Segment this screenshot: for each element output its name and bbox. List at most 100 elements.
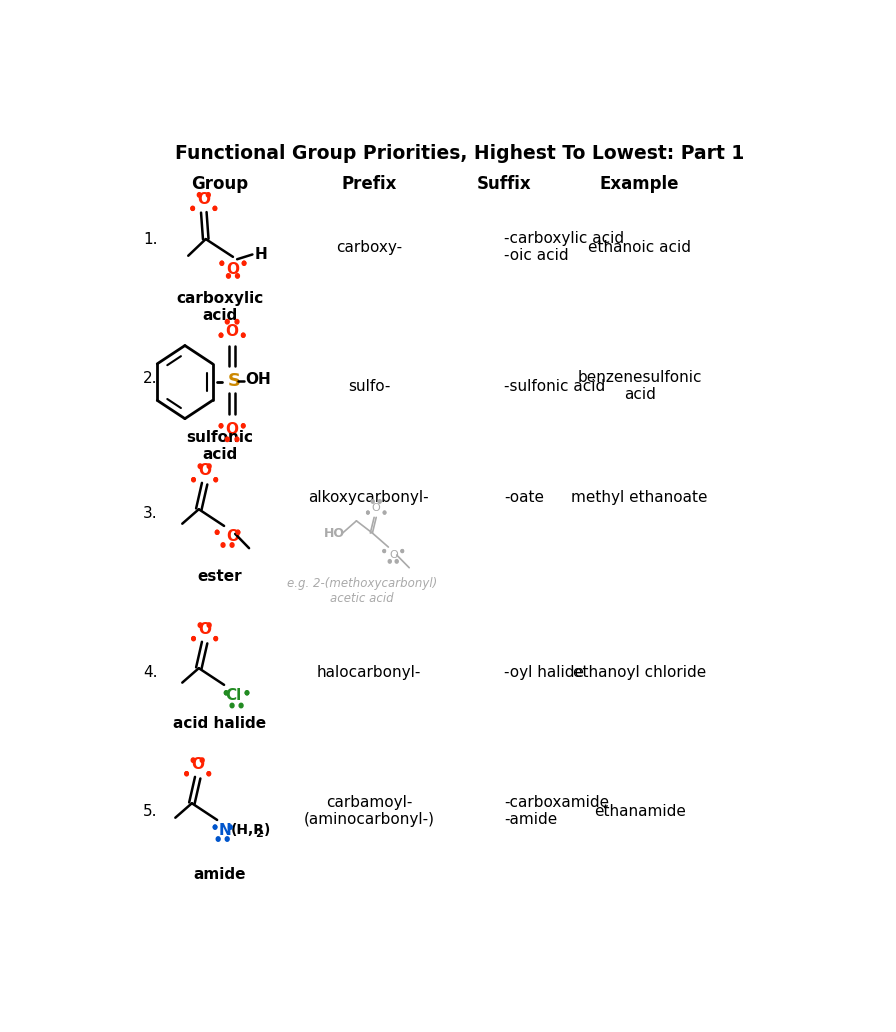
Circle shape (213, 206, 217, 211)
Text: O: O (226, 324, 238, 340)
Circle shape (246, 690, 249, 695)
Circle shape (220, 424, 223, 428)
Text: ethanoyl chloride: ethanoyl chloride (573, 665, 706, 680)
Circle shape (235, 320, 239, 324)
Text: -oate: -oate (504, 490, 545, 505)
Text: O: O (372, 503, 381, 513)
Circle shape (207, 623, 211, 627)
Text: 2.: 2. (143, 370, 158, 386)
Text: O: O (226, 422, 238, 437)
Text: O: O (390, 550, 399, 560)
Text: 3.: 3. (143, 506, 158, 521)
Text: 5.: 5. (143, 804, 158, 818)
Circle shape (215, 530, 219, 535)
Text: carboxy-: carboxy- (336, 239, 402, 255)
Circle shape (237, 530, 240, 535)
Circle shape (388, 559, 392, 563)
Circle shape (395, 559, 398, 563)
Circle shape (220, 261, 224, 265)
Circle shape (378, 499, 381, 504)
Circle shape (220, 261, 224, 265)
Text: O: O (198, 463, 211, 478)
Circle shape (224, 690, 228, 695)
Circle shape (230, 543, 234, 547)
Circle shape (206, 193, 211, 197)
Text: N: N (219, 824, 231, 838)
Text: ethanamide: ethanamide (594, 804, 685, 818)
Text: Cl: Cl (226, 688, 242, 703)
Circle shape (214, 637, 218, 641)
Circle shape (192, 637, 195, 641)
Circle shape (242, 261, 246, 265)
Circle shape (228, 826, 232, 829)
Circle shape (401, 550, 403, 552)
Circle shape (225, 438, 229, 442)
Circle shape (383, 511, 386, 514)
Circle shape (207, 464, 211, 469)
Circle shape (242, 424, 245, 428)
Circle shape (220, 333, 223, 337)
Text: S: S (228, 372, 241, 389)
Text: Example: Example (600, 175, 679, 193)
Circle shape (239, 703, 243, 708)
Circle shape (191, 206, 194, 211)
Circle shape (213, 826, 217, 829)
Text: alkoxycarbonyl-: alkoxycarbonyl- (308, 490, 429, 505)
Circle shape (213, 206, 217, 211)
Text: Functional Group Priorities, Highest To Lowest: Part 1: Functional Group Priorities, Highest To … (175, 143, 744, 163)
Text: methyl ethanoate: methyl ethanoate (572, 490, 708, 505)
Text: halocarbonyl-: halocarbonyl- (317, 665, 421, 680)
Circle shape (214, 478, 218, 482)
Circle shape (366, 511, 369, 514)
Circle shape (366, 511, 369, 514)
Circle shape (220, 424, 223, 428)
Circle shape (213, 826, 217, 829)
Circle shape (214, 637, 218, 641)
Circle shape (227, 273, 230, 279)
Text: OH: OH (246, 373, 271, 387)
Text: H: H (254, 247, 267, 262)
Text: -sulfonic acid: -sulfonic acid (504, 379, 606, 393)
Circle shape (383, 550, 385, 552)
Circle shape (236, 273, 239, 279)
Circle shape (224, 690, 228, 695)
Text: Suffix: Suffix (477, 175, 531, 193)
Circle shape (246, 690, 249, 695)
Circle shape (198, 623, 202, 627)
Text: O: O (197, 192, 211, 206)
Circle shape (198, 464, 202, 469)
Circle shape (242, 333, 245, 337)
Circle shape (214, 478, 218, 482)
Text: -carboxylic acid
-oic acid: -carboxylic acid -oic acid (504, 231, 625, 263)
Text: O: O (191, 757, 204, 772)
Circle shape (185, 772, 188, 776)
Text: 1.: 1. (143, 231, 158, 247)
Text: -oyl halide: -oyl halide (504, 665, 584, 680)
Circle shape (242, 261, 246, 265)
Text: ethanoic acid: ethanoic acid (589, 239, 691, 255)
Text: carbamoyl-
(aminocarbonyl-): carbamoyl- (aminocarbonyl-) (304, 795, 435, 828)
Circle shape (221, 543, 225, 547)
Text: sulfo-: sulfo- (348, 379, 390, 393)
Text: e.g. 2-(methoxycarbonyl)
acetic acid: e.g. 2-(methoxycarbonyl) acetic acid (287, 577, 437, 605)
Circle shape (235, 438, 239, 442)
Circle shape (401, 550, 403, 552)
Text: O: O (226, 529, 239, 544)
Text: 2: 2 (255, 830, 263, 839)
Circle shape (216, 837, 220, 841)
Circle shape (207, 772, 211, 776)
Circle shape (185, 772, 188, 776)
Circle shape (192, 478, 195, 482)
Circle shape (237, 530, 240, 535)
Circle shape (371, 499, 375, 504)
Circle shape (383, 511, 386, 514)
Text: sulfonic
acid: sulfonic acid (186, 429, 254, 462)
Circle shape (197, 193, 202, 197)
Text: amide: amide (194, 867, 246, 881)
Text: O: O (227, 262, 239, 277)
Circle shape (225, 837, 229, 841)
Text: O: O (198, 622, 211, 637)
Circle shape (228, 826, 232, 829)
Text: benzenesulfonic
acid: benzenesulfonic acid (578, 369, 702, 402)
Circle shape (191, 757, 195, 763)
